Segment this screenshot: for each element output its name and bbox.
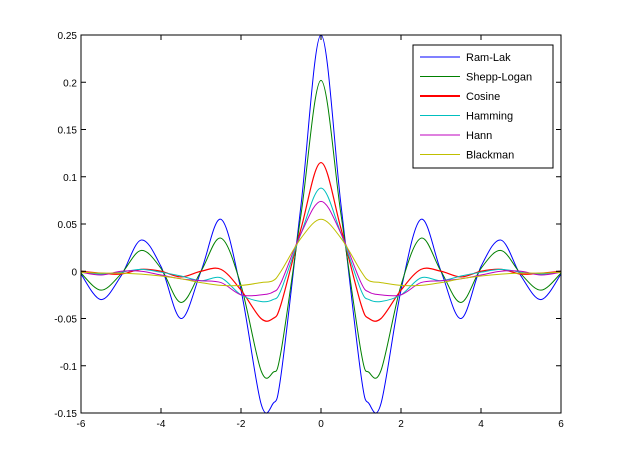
x-tick-label: -6 xyxy=(77,419,86,430)
series-line-hamming xyxy=(80,187,562,303)
legend-label: Ram-Lak xyxy=(466,52,511,64)
y-tick-label: 0.25 xyxy=(58,31,78,42)
series-line-shepp-logan xyxy=(80,79,562,379)
y-tick-label: 0.05 xyxy=(58,220,78,231)
x-tick-label: 0 xyxy=(318,419,324,430)
series-line-hann xyxy=(80,200,562,297)
x-tick-label: -2 xyxy=(237,419,246,430)
y-tick-label: -0.1 xyxy=(60,362,78,373)
series-layer xyxy=(80,34,562,414)
y-tick-label: 0.2 xyxy=(63,78,77,89)
x-tick-label: -4 xyxy=(157,419,166,430)
series-line-blackman xyxy=(80,218,562,287)
y-tick-label: 0.15 xyxy=(58,126,78,137)
legend-label: Shepp-Logan xyxy=(466,72,532,84)
legend-box xyxy=(412,44,554,169)
x-tick-label: 4 xyxy=(478,419,484,430)
legend-label: Hann xyxy=(466,130,492,142)
y-tick-label: 0 xyxy=(71,267,77,278)
ticks-layer: -6 -4 -2 0 2 4 6 -0.15 -0.1 -0.05 0 0.05 0.1 0.15 0.2 0… xyxy=(54,31,564,430)
y-tick-label: -0.15 xyxy=(54,409,77,420)
legend-label: Blackman xyxy=(466,150,514,162)
y-tick-label: -0.05 xyxy=(54,315,77,326)
x-tick-label: 6 xyxy=(558,419,564,430)
legend-label: Hamming xyxy=(466,111,513,123)
y-tick-label: 0.1 xyxy=(63,173,77,184)
x-tick-label: 2 xyxy=(398,419,404,430)
legend-label: Cosine xyxy=(466,91,500,103)
legend: Ram-Lak Shepp-Logan Cosine Hamming Hann Black… xyxy=(412,44,554,169)
